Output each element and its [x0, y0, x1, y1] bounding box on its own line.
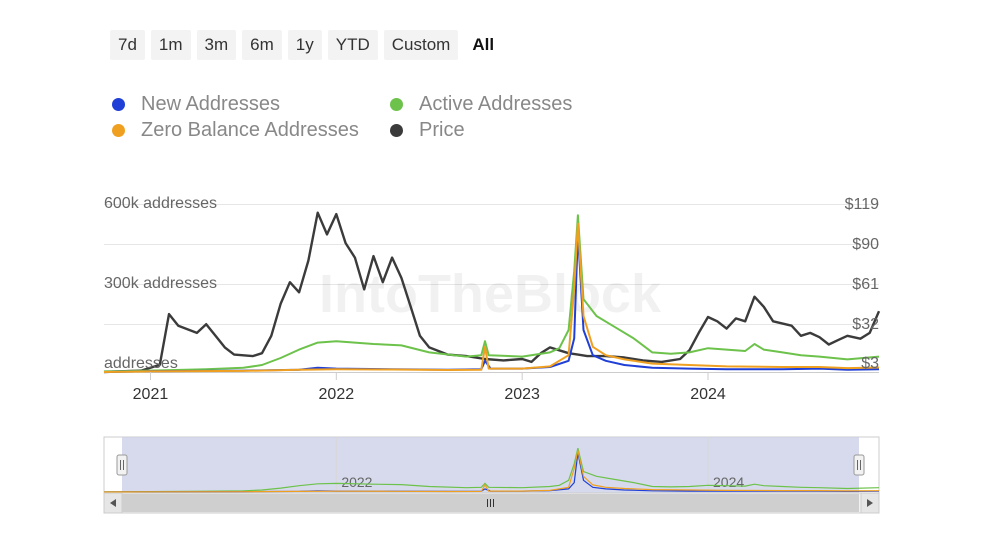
chart-legend: New Addresses Active Addresses Zero Bala…	[112, 92, 672, 142]
x-tick-label: 2021	[133, 386, 169, 403]
range-button-6m[interactable]: 6m	[242, 30, 282, 60]
range-button-7d[interactable]: 7d	[110, 30, 145, 60]
navigator-series-line	[103, 450, 880, 493]
series-layer	[103, 211, 881, 374]
y-left-tick-label: 300k addresses	[104, 275, 217, 292]
y-left-tick-label: 600k addresses	[104, 195, 217, 212]
watermark-text: IntoTheBlock	[319, 264, 662, 324]
x-tick-label: 2023	[504, 386, 540, 403]
y-right-tick-label: $3	[861, 355, 879, 372]
legend-item-new-addresses[interactable]: New Addresses	[112, 92, 390, 116]
series-line-price	[103, 211, 881, 374]
navigator-handle-left[interactable]	[116, 454, 128, 476]
legend-label: New Addresses	[141, 92, 280, 115]
legend-dot-price	[390, 123, 403, 137]
navigator-mask[interactable]	[122, 437, 859, 493]
scrollbar[interactable]	[103, 492, 880, 514]
x-tick-label: 2024	[690, 386, 726, 403]
series-line-zero-balance-addresses	[103, 222, 880, 373]
y-right-tick-label: $32	[852, 316, 879, 333]
y-axis-left-labels: 600k addresses 300k addresses addresses	[104, 195, 217, 372]
navigator-series-line	[103, 447, 880, 493]
y-right-tick-label: $61	[852, 276, 879, 293]
y-axis-right-labels: $119 $90 $61 $32 $3	[845, 196, 880, 372]
range-button-1y[interactable]: 1y	[287, 30, 322, 60]
legend-label: Active Addresses	[419, 92, 573, 115]
legend-dot-new-addresses	[112, 97, 125, 111]
range-button-ytd[interactable]: YTD	[327, 30, 378, 60]
range-button-1m[interactable]: 1m	[150, 30, 191, 60]
legend-dot-active-addresses	[390, 97, 403, 111]
chevron-left-icon	[110, 499, 116, 507]
range-button-all[interactable]: All	[464, 30, 502, 60]
range-button-3m[interactable]: 3m	[196, 30, 237, 60]
x-axis: 2021 2022 2023 2024	[133, 372, 726, 403]
navigator-handle-right[interactable]	[853, 454, 865, 476]
legend-label: Price	[419, 118, 465, 141]
navigator-series	[103, 447, 880, 493]
chevron-right-icon	[867, 499, 873, 507]
legend-label: Zero Balance Addresses	[141, 118, 359, 141]
navigator[interactable]: 2022 2024	[103, 436, 880, 494]
legend-item-active-addresses[interactable]: Active Addresses	[390, 92, 650, 116]
legend-item-price[interactable]: Price	[390, 118, 650, 142]
range-selector: 7d 1m 3m 6m 1y YTD Custom All	[110, 30, 502, 60]
navigator-tick-label: 2024	[713, 474, 744, 490]
y-right-tick-label: $90	[852, 236, 879, 253]
legend-dot-zero-balance	[112, 123, 125, 137]
legend-item-zero-balance-addresses[interactable]: Zero Balance Addresses	[112, 118, 390, 142]
grid-layer	[104, 204, 879, 373]
series-line-new-addresses	[103, 231, 880, 373]
range-button-custom[interactable]: Custom	[383, 30, 459, 60]
y-right-tick-label: $119	[845, 196, 880, 213]
y-left-tick-label: addresses	[104, 355, 178, 372]
series-line-active-addresses	[103, 214, 880, 373]
navigator-tick-label: 2022	[341, 474, 372, 490]
x-tick-label: 2022	[319, 386, 355, 403]
